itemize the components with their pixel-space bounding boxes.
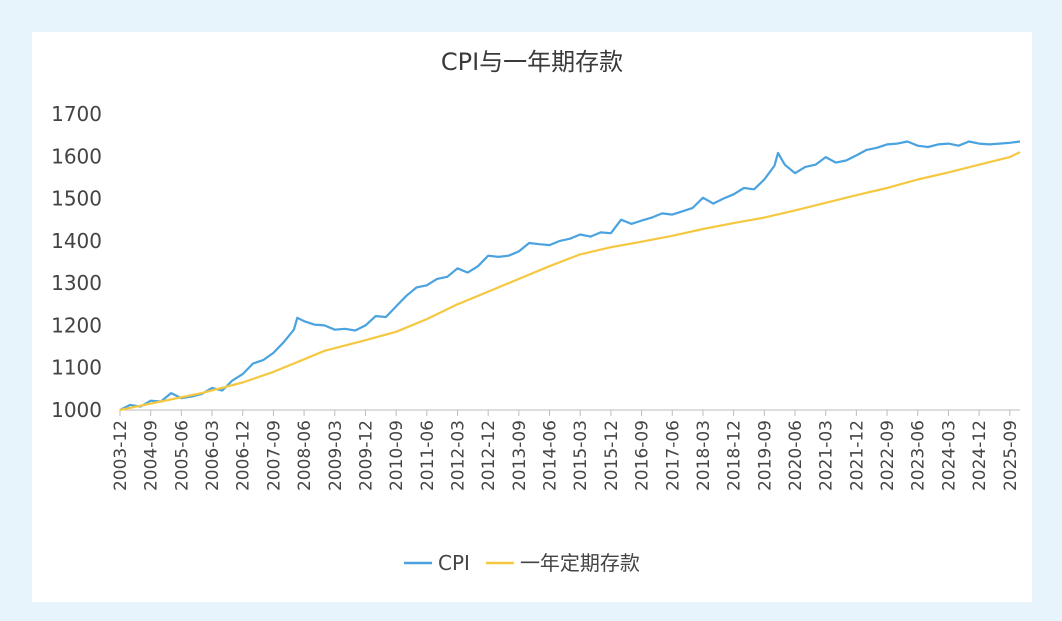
x-tick-label: 2018-03 — [694, 420, 714, 491]
x-tick-label: 2017-06 — [663, 420, 683, 491]
x-tick-label: 2016-09 — [633, 420, 653, 491]
legend-label-deposit: 一年定期存款 — [520, 551, 640, 575]
x-tick-label: 2021-12 — [847, 420, 867, 491]
x-tick-label: 2025-09 — [1001, 420, 1021, 491]
x-tick-label: 2009-12 — [356, 420, 376, 491]
x-tick-label: 2019-09 — [755, 420, 775, 491]
x-tick-label: 2012-03 — [449, 420, 469, 491]
chart-panel: CPI与一年期存款 1700 1600 1500 1400 1300 1200 1100 10… — [32, 32, 1032, 602]
x-tick-label: 2022-09 — [878, 420, 898, 491]
x-tick-label: 2008-06 — [295, 420, 315, 491]
y-tick-label: 1000 — [51, 398, 102, 422]
x-tick-label: 2006-12 — [234, 420, 254, 491]
x-tick-label: 2005-06 — [172, 420, 192, 491]
x-tick-label: 2015-12 — [602, 420, 622, 491]
y-tick-label: 1500 — [51, 187, 102, 211]
y-tick-label: 1700 — [51, 102, 102, 126]
x-tick-label: 2013-09 — [510, 420, 530, 491]
y-axis-ticks: 1700 1600 1500 1400 1300 1200 1100 1000 — [51, 102, 102, 422]
x-tick-label: 2018-12 — [725, 420, 745, 491]
x-tick-label: 2010-09 — [387, 420, 407, 491]
y-tick-label: 1300 — [51, 271, 102, 295]
x-tick-label: 2006-03 — [203, 420, 223, 491]
x-tick-label: 2003-12 — [111, 420, 131, 491]
series-lines — [119, 140, 1021, 412]
x-tick-label: 2009-03 — [326, 420, 346, 491]
x-tick-label: 2024-12 — [970, 420, 990, 491]
x-tick-label: 2023-06 — [909, 420, 929, 491]
x-axis-ticks: 2003-12 2004-09 2005-06 2006-03 2006-12 2007-… — [111, 410, 1021, 491]
y-tick-label: 1200 — [51, 313, 102, 337]
legend-label-cpi: CPI — [438, 551, 470, 575]
x-tick-label: 2011-06 — [418, 420, 438, 491]
x-tick-label: 2024-03 — [939, 420, 959, 491]
y-tick-label: 1400 — [51, 229, 102, 253]
y-tick-label: 1100 — [51, 356, 102, 380]
legend: CPI 一年定期存款 — [404, 551, 640, 575]
chart-frame: CPI与一年期存款 1700 1600 1500 1400 1300 1200 1100 10… — [12, 10, 1050, 611]
line-chart: CPI与一年期存款 1700 1600 1500 1400 1300 1200 1100 10… — [51, 48, 1021, 575]
y-tick-label: 1600 — [51, 144, 102, 168]
x-tick-label: 2007-09 — [264, 420, 284, 491]
series-line-deposit — [119, 151, 1021, 412]
x-tick-label: 2012-12 — [479, 420, 499, 491]
x-tick-label: 2021-03 — [817, 420, 837, 491]
series-line-cpi — [119, 140, 1021, 411]
x-tick-label: 2014-06 — [541, 420, 561, 491]
x-tick-label: 2015-03 — [571, 420, 591, 491]
x-tick-label: 2020-06 — [786, 420, 806, 491]
chart-title: CPI与一年期存款 — [441, 48, 623, 76]
x-tick-label: 2004-09 — [142, 420, 162, 491]
